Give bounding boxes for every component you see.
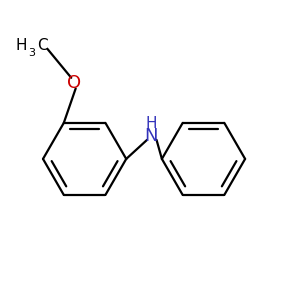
Text: H: H xyxy=(15,38,27,53)
Text: H: H xyxy=(146,116,157,131)
Text: 3: 3 xyxy=(28,48,35,59)
Text: N: N xyxy=(145,127,158,145)
Text: C: C xyxy=(37,38,48,53)
Text: O: O xyxy=(67,74,81,92)
